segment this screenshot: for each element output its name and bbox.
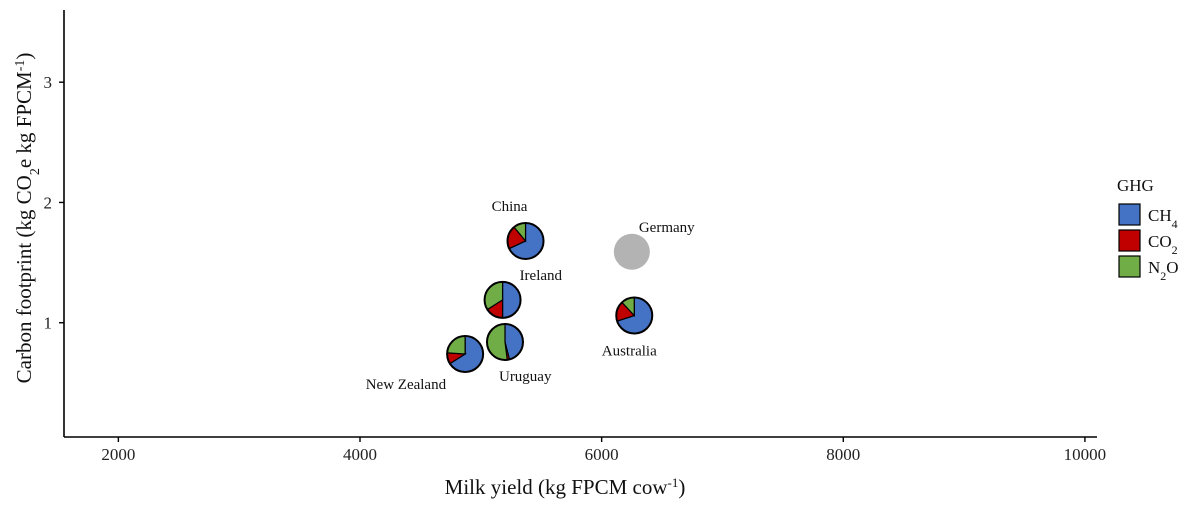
point-label-uruguay: Uruguay <box>499 369 552 385</box>
pie-outline <box>506 221 545 260</box>
y-tick-label: 2 <box>44 193 53 212</box>
point-label-germany: Germany <box>639 220 695 236</box>
pie-marker-germany <box>613 233 650 270</box>
legend-swatch-n2o <box>1118 255 1141 278</box>
y-tick-label: 1 <box>44 314 53 333</box>
y-ticks: 1 2 3 <box>44 73 64 333</box>
legend-label-co2: CO2 <box>1148 232 1178 257</box>
y-tick-label: 3 <box>44 73 53 92</box>
pie-slice-ch4 <box>501 281 522 319</box>
x-tick-label: 4000 <box>343 445 377 464</box>
point-label-china: China <box>492 199 528 215</box>
legend-label-n2o: N2O <box>1148 258 1179 283</box>
pie-outline <box>485 322 524 361</box>
x-tick-label: 10000 <box>1064 445 1107 464</box>
pie-marker-australia <box>615 296 654 335</box>
pie-outline <box>615 296 654 335</box>
missing-data-marker <box>613 233 650 270</box>
point-label-new-zealand: New Zealand <box>366 377 447 393</box>
legend-title: GHG <box>1117 176 1154 195</box>
x-tick-label: 8000 <box>826 445 860 464</box>
x-tick-label: 2000 <box>101 445 135 464</box>
legend-label-ch4: CH4 <box>1148 206 1178 231</box>
point-labels: China Germany Ireland Australia Uruguay New Z… <box>366 199 695 393</box>
pie-marker-uruguay <box>485 322 524 361</box>
x-axis-title: Milk yield (kg FPCM cow-1) <box>445 475 686 500</box>
legend-swatch-ch4 <box>1118 203 1141 226</box>
pie-markers <box>446 221 654 374</box>
legend-swatch-co2 <box>1118 229 1141 252</box>
point-label-ireland: Ireland <box>520 268 563 284</box>
pie-outline <box>483 280 522 319</box>
pie-marker-china <box>506 221 545 260</box>
point-label-australia: Australia <box>602 344 657 360</box>
pie-marker-new-zealand <box>446 335 485 374</box>
pie-outline <box>446 335 485 374</box>
x-tick-label: 6000 <box>585 445 619 464</box>
y-axis-title: Carbon footprint (kg CO2e kg FPCM-1) <box>12 53 43 384</box>
x-ticks: 2000 4000 6000 8000 10000 <box>101 437 1106 464</box>
pie-marker-ireland <box>483 280 522 319</box>
pie-slice-n2o <box>486 323 508 361</box>
axes: 2000 4000 6000 8000 10000 1 2 3 <box>44 10 1106 464</box>
